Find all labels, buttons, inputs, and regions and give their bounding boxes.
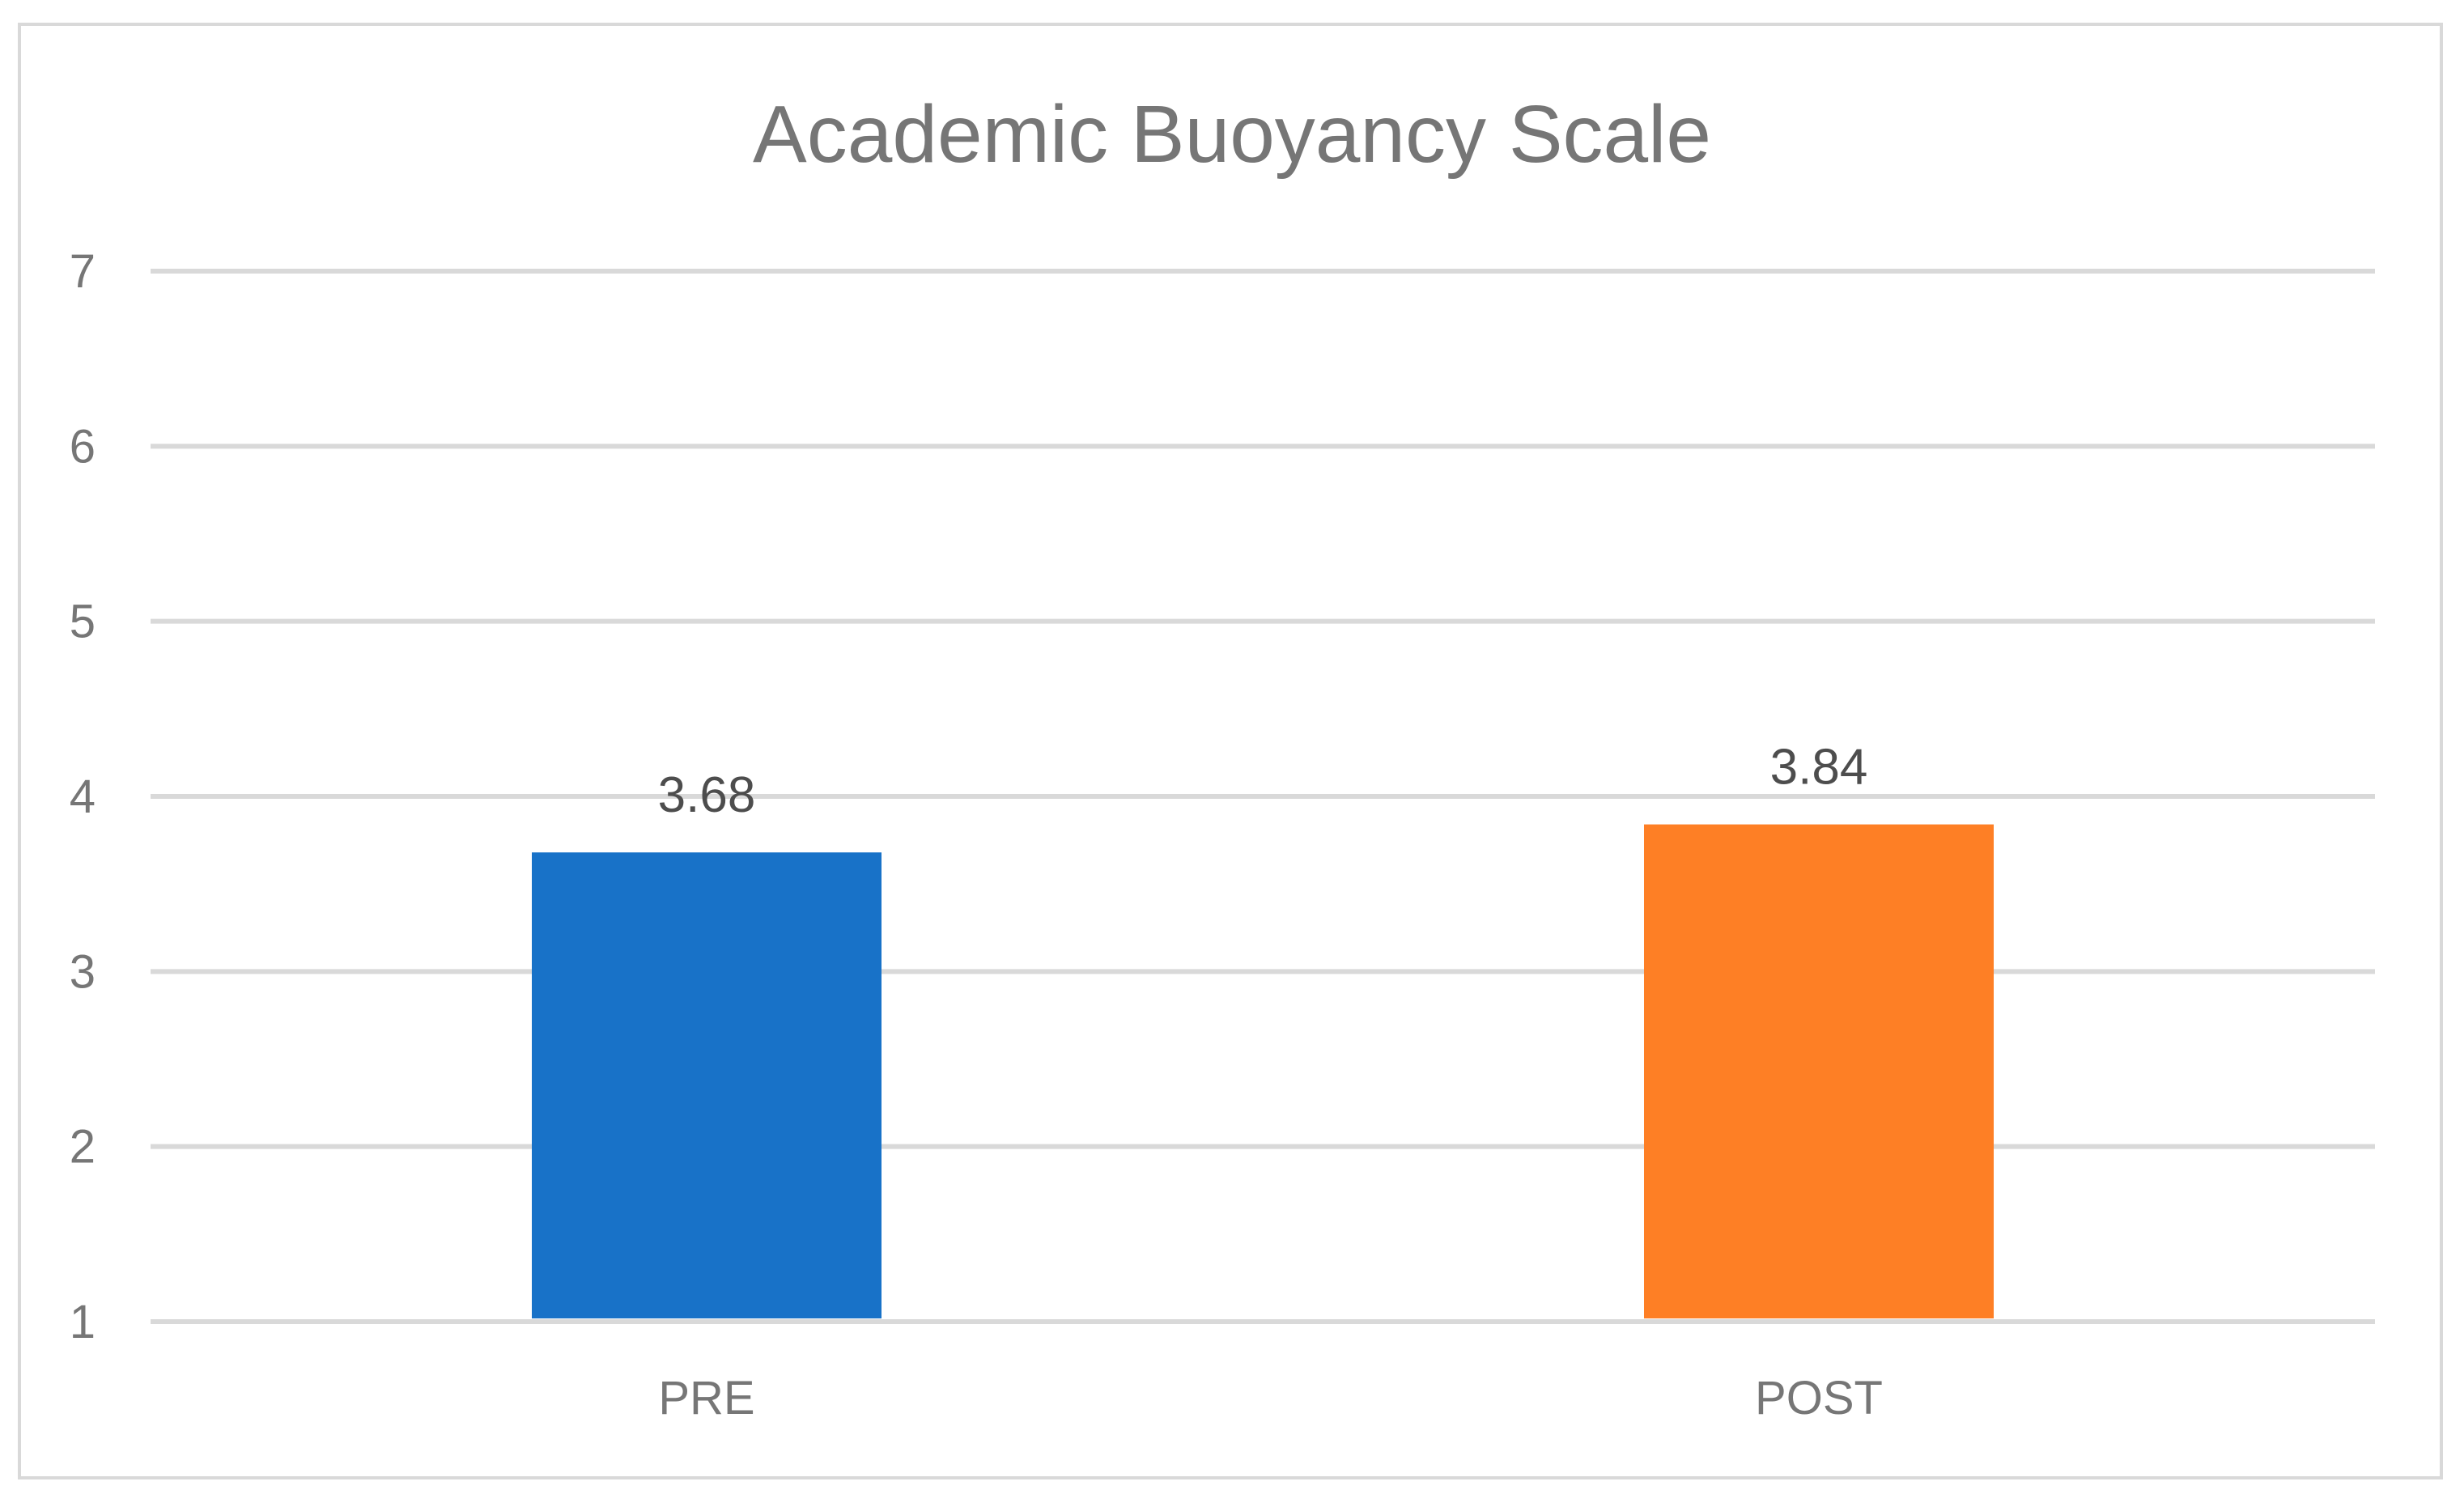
y-axis-tick-labels: 1 2 3 4 5 6 7 xyxy=(70,245,96,1348)
chart-title: Academic Buoyancy Scale xyxy=(753,89,1711,180)
y-tick-label: 6 xyxy=(70,420,96,473)
y-tick-label: 3 xyxy=(70,945,96,998)
y-tick-label: 1 xyxy=(70,1296,96,1348)
data-labels: 3.68 3.84 xyxy=(658,740,1868,824)
x-category-label-pre: PRE xyxy=(658,1372,754,1424)
x-category-label-post: POST xyxy=(1755,1372,1883,1424)
y-tick-label: 5 xyxy=(70,596,96,648)
data-label-post: 3.84 xyxy=(1770,740,1868,796)
data-label-pre: 3.68 xyxy=(658,767,756,823)
y-tick-label: 4 xyxy=(70,770,96,823)
x-axis-category-labels: PRE POST xyxy=(658,1372,1883,1424)
gridlines xyxy=(151,269,2375,1324)
bars xyxy=(532,824,1994,1318)
chart-frame xyxy=(18,23,2443,1479)
bar-post xyxy=(1644,824,1994,1318)
y-tick-label: 2 xyxy=(70,1121,96,1174)
y-tick-label: 7 xyxy=(70,245,96,298)
bar-pre xyxy=(532,852,882,1318)
